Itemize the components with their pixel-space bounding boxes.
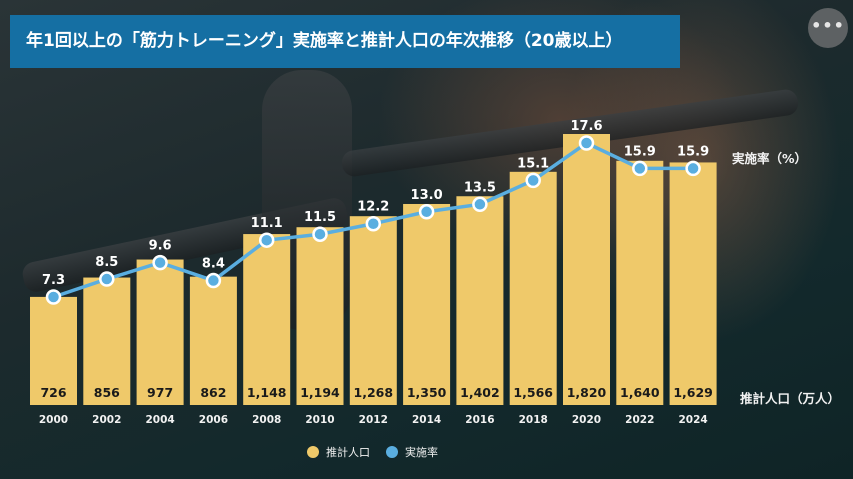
bar-value-label: 856 [94,385,120,400]
bar-value-label: 1,640 [620,385,660,400]
bar-2006[interactable] [189,276,237,405]
bar-2018[interactable] [509,171,557,405]
chart-title: 年1回以上の「筋力トレーニング」実施率と推計人口の年次推移（20歳以上） [10,15,680,68]
rate-value-label: 7.3 [42,273,65,288]
rate-value-label: 11.5 [304,210,336,225]
rate-value-label: 15.1 [517,156,549,171]
bar-2020[interactable] [563,134,610,405]
rate-point-2020[interactable] [578,135,595,151]
legend-line-label[interactable]: 実施率 [405,445,438,459]
bar-value-label: 1,566 [513,385,553,400]
legend-line-swatch [386,446,398,458]
x-tick-label: 2022 [625,414,654,426]
bar-value-label: 1,820 [567,385,607,400]
line-axis-label: 実施率（%） [732,151,807,166]
rate-value-label: 8.5 [95,255,118,270]
bar-2004[interactable] [136,259,184,405]
x-tick-label: 2010 [305,414,334,426]
rate-value-label: 11.1 [251,216,283,231]
bar-axis-label: 推計人口（万人） [740,391,840,406]
bar-2012[interactable] [349,216,397,405]
x-tick-label: 2018 [519,414,548,426]
x-tick-label: 2002 [92,414,121,426]
rate-point-2022[interactable] [632,160,648,177]
rate-point-2018[interactable] [525,172,541,189]
bar-value-label: 862 [200,385,226,400]
more-horizontal-icon: ••• [811,16,845,35]
rate-point-2012[interactable] [365,215,382,232]
rate-value-label: 15.9 [624,144,656,159]
rate-value-label: 12.2 [357,200,389,215]
bar-2014[interactable] [403,203,451,405]
x-tick-label: 2000 [39,414,68,426]
x-tick-label: 2024 [678,414,707,426]
rate-value-label: 9.6 [149,239,172,254]
rate-point-2002[interactable] [99,271,115,287]
bar-2002[interactable] [83,277,131,405]
rate-value-label: 15.9 [677,144,709,159]
rate-value-label: 8.4 [202,257,225,272]
bar-value-label: 1,402 [460,385,500,400]
bar-value-label: 1,148 [247,385,287,400]
rate-point-2000[interactable] [45,289,62,305]
bar-2000[interactable] [30,296,77,405]
more-options-button[interactable]: ••• [808,8,848,48]
rate-point-2010[interactable] [312,226,328,242]
x-tick-label: 2012 [359,414,388,426]
bar-value-label: 1,268 [354,385,394,400]
x-tick-label: 2020 [572,414,601,426]
rate-point-2014[interactable] [418,204,435,220]
rate-point-2024[interactable] [685,160,701,177]
bar-value-label: 1,350 [407,385,447,400]
x-tick-label: 2006 [199,414,228,426]
rate-value-label: 13.0 [411,188,443,203]
rate-point-2004[interactable] [152,254,168,271]
legend-bar-label[interactable]: 推計人口 [326,445,370,459]
x-tick-label: 2016 [465,414,494,426]
x-tick-label: 2008 [252,414,281,426]
bar-value-label: 977 [147,385,173,400]
bar-2022[interactable] [616,160,664,405]
rate-point-2016[interactable] [472,196,488,213]
bar-2008[interactable] [243,234,291,405]
bar-2024[interactable] [669,162,717,405]
bar-value-label: 1,194 [300,385,340,400]
bar-value-label: 1,629 [673,385,713,400]
rate-point-2008[interactable] [258,232,275,248]
rate-value-label: 17.6 [570,119,602,134]
rate-value-label: 13.5 [464,180,496,195]
x-tick-label: 2004 [145,414,174,426]
x-tick-label: 2014 [412,414,441,426]
bar-2016[interactable] [456,196,504,405]
bar-value-label: 726 [40,385,66,400]
bar-2010[interactable] [296,227,344,405]
legend-bar-swatch [307,446,319,458]
rate-point-2006[interactable] [205,272,222,289]
